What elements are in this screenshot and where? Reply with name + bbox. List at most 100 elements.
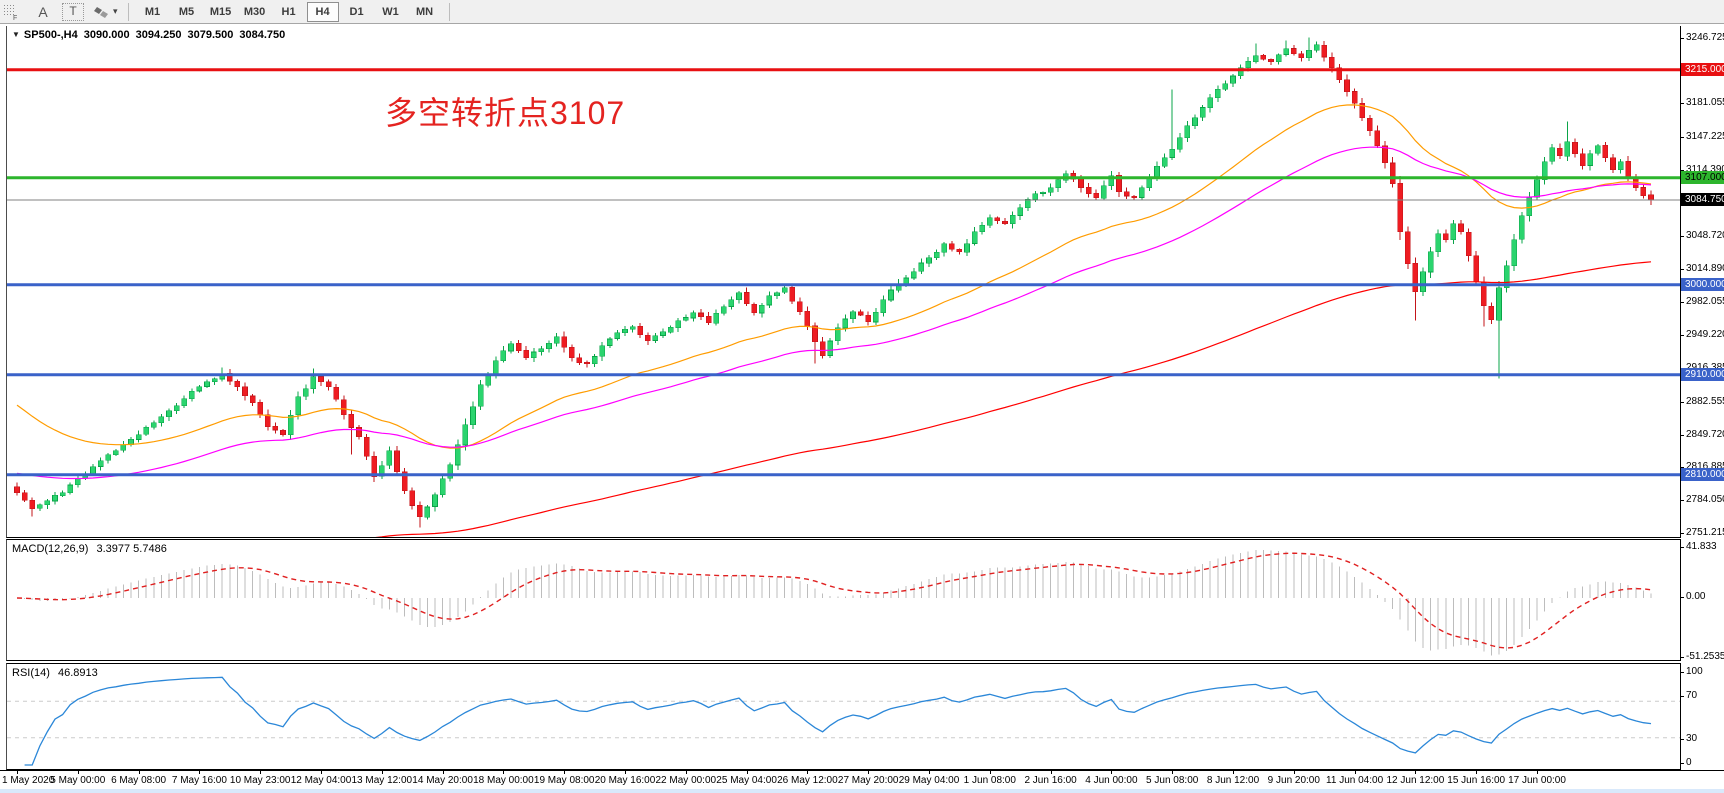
candle-body [1397,182,1403,233]
rsi-value: 46.8913 [57,667,98,679]
candle-body [151,422,157,428]
toolbar-separator [127,2,129,21]
candle-body [234,380,241,388]
candle-body [318,376,324,383]
candle-body [1329,56,1335,69]
macd-name: MACD(12,26,9) [12,543,89,555]
candle-body [211,378,218,383]
candle-body [454,444,461,466]
time-tick [199,771,201,774]
shapes-icon [94,6,108,18]
time-tick [807,771,809,774]
level-badge-2910.000: 2910.000 [1681,368,1724,381]
candle-body [432,494,438,507]
text-label-tool-icon[interactable]: T [62,2,84,21]
timeframe-mn-button[interactable]: MN [415,5,434,18]
axis-tick [1681,696,1684,697]
candle-body [736,292,742,300]
timeframe-m30-button[interactable]: M30 [243,5,266,18]
macd-axis-zero: 0.00 [1686,591,1706,602]
candle-body [1541,161,1548,180]
candle-body [1640,187,1647,197]
candle-body [1024,198,1031,209]
candle-body [1458,223,1464,233]
candle-body [538,348,545,353]
candle-body [1511,239,1517,267]
candle-body [948,243,955,250]
candle-body [1154,166,1160,178]
axis-tick [1681,335,1684,336]
candle-body [97,460,104,467]
candle-body [1534,179,1540,198]
candle-body [713,312,720,324]
candle-body [44,500,51,505]
macd-label: MACD(12,26,9) 3.3977 5.7486 [12,543,167,555]
candle-body [1557,147,1563,157]
candle-body [257,402,263,416]
candle-body [553,336,560,344]
timeframe-m1-button[interactable]: M1 [144,5,161,18]
candle-body [584,361,590,365]
candle-body [1260,55,1267,60]
candle-body [865,314,872,323]
candle-body [591,356,598,365]
price-tick-label: 2784.050 [1686,494,1724,505]
candle-body [1131,195,1137,199]
time-tick [1415,771,1417,774]
axis-tick [1681,547,1684,548]
timeframe-m15-button[interactable]: M15 [209,5,232,18]
time-label: 5 May 00:00 [50,775,106,786]
shapes-tool-icon[interactable]: ▾ [93,2,118,22]
candle-body [1161,157,1168,167]
candle-body [1321,44,1327,58]
candle-body [1625,161,1631,179]
candle-body [827,340,834,356]
candle-body [629,326,636,330]
open-value: 3090.000 [83,29,130,41]
grid-f-icon[interactable]: F [3,4,17,22]
candle-body [1032,193,1039,200]
candle-body [941,243,948,253]
candle-body [508,343,514,352]
time-tick [1111,771,1113,774]
candle-body [1572,141,1578,155]
candle-body [173,405,180,412]
candle-body [181,398,187,406]
candle-body [386,450,393,466]
timeframe-d1-button[interactable]: D1 [349,5,364,18]
candle-body [1389,162,1396,185]
time-label: 11 Jun 04:00 [1326,775,1384,786]
price-tick-label: 3246.725 [1686,32,1724,43]
candle-body [1177,137,1183,150]
candle-body [1427,251,1434,273]
candle-body [1253,55,1259,63]
time-label: 12 Jun 12:00 [1386,775,1445,786]
candle-body [1116,175,1122,193]
candle-body [675,320,682,329]
time-label: 7 May 16:00 [171,775,227,786]
timeframe-m5-button[interactable]: M5 [178,5,195,18]
timeframe-h4-button[interactable]: H4 [306,1,339,22]
candle-body [1465,231,1472,257]
chevron-down-icon[interactable]: ▾ [113,6,118,16]
timeframe-w1-button[interactable]: W1 [382,5,399,18]
candle-body [660,331,666,336]
candle-body [14,486,20,494]
price-tick-label: 2849.720 [1686,429,1724,440]
candle-body [401,471,408,492]
candle-body [500,350,507,361]
time-label: 6 May 08:00 [111,775,167,786]
candle-body [340,399,347,416]
level-badge-3000.000: 3000.000 [1681,278,1724,291]
timeframe-h1-button[interactable]: H1 [281,5,296,18]
collapse-icon[interactable]: ▼ [12,30,20,39]
candle-body [789,287,796,302]
candle-body [1503,265,1510,289]
candle-body [652,335,659,341]
time-tick [77,771,79,774]
candle-body [1405,231,1411,265]
candle-body [933,251,940,259]
candle-body [242,386,248,397]
text-a-tool-icon[interactable]: A [38,3,48,20]
axis-tick [1681,236,1684,237]
